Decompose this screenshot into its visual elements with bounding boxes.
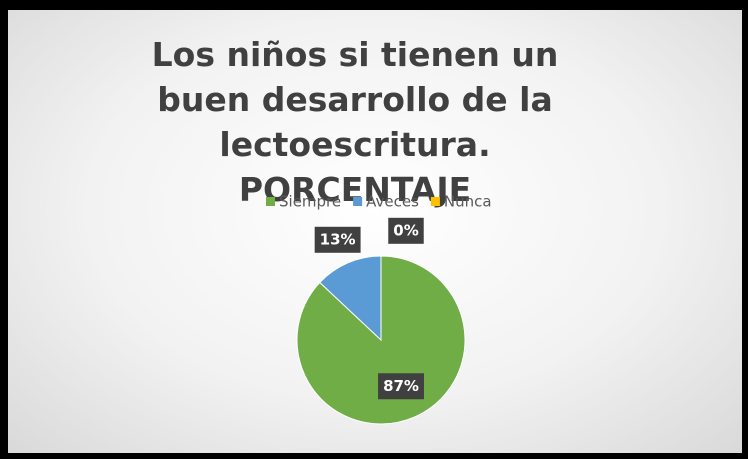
chart-area: Los niños si tienen un buen desarrollo d… xyxy=(8,10,742,453)
legend-label: Aveces xyxy=(366,193,419,211)
data-label-text: 13% xyxy=(320,230,356,248)
legend-swatch xyxy=(353,197,363,206)
data-label: 0% xyxy=(388,217,424,244)
pie-slice xyxy=(319,255,382,342)
legend-swatch xyxy=(430,197,440,206)
legend-swatch xyxy=(266,197,275,206)
data-label-box xyxy=(314,226,361,253)
legend-label: Siempre xyxy=(279,193,341,211)
legend-label: Nunca xyxy=(444,193,492,211)
chart-title: Los niños si tienen un buen desarrollo d… xyxy=(151,35,559,209)
data-label: 87% xyxy=(378,373,424,400)
data-label-text: 0% xyxy=(393,221,418,239)
data-label-box xyxy=(378,373,424,400)
chart: Siempre Aveces Nunca 87% 13% 0% xyxy=(266,193,492,425)
data-label: 13% xyxy=(314,226,361,253)
data-label-box xyxy=(388,217,424,244)
data-label-text: 87% xyxy=(383,377,419,395)
